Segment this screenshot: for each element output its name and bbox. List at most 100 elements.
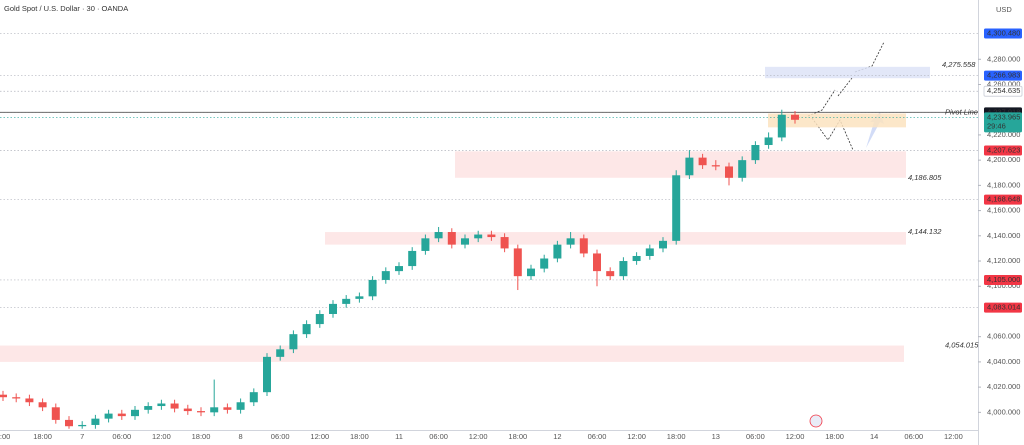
price-tag <box>984 112 1022 133</box>
x-tick-label: 14 <box>870 432 878 441</box>
chart-title: Gold Spot / U.S. Dollar · 30 · OANDA <box>4 4 128 13</box>
candle-body <box>131 409 139 417</box>
candle-body <box>751 145 760 161</box>
candle-body <box>315 313 324 325</box>
x-tick-label: 12:00 <box>310 432 329 441</box>
zone-label: 4,144.132 <box>908 227 942 236</box>
candle-body <box>777 114 786 138</box>
candle-body <box>65 419 73 427</box>
candle-body <box>447 232 456 245</box>
candle-body <box>764 137 773 146</box>
candle-body <box>421 238 430 251</box>
zone-label: 4,275.558 <box>942 60 976 69</box>
y-tick-label: 4,040.000 <box>987 357 1020 366</box>
candle-body <box>698 157 707 166</box>
candle-body <box>632 255 641 262</box>
candle-body <box>223 407 232 410</box>
candle-body <box>38 402 47 408</box>
x-tick-label: 12:00 <box>786 432 805 441</box>
zone <box>768 113 906 128</box>
price-tag <box>984 70 1022 81</box>
candle-body <box>527 268 535 277</box>
candle-body <box>144 406 153 410</box>
price-tag <box>984 302 1022 313</box>
candle-body <box>0 394 7 398</box>
price-tag-label: 4,083.014 <box>987 303 1020 312</box>
x-tick-label: 18:00 <box>825 432 844 441</box>
zone-label: 4,054.015 <box>945 340 979 349</box>
candle-body <box>593 253 601 272</box>
y-tick-label: 4,100.000 <box>987 281 1020 290</box>
candle-body <box>91 418 100 425</box>
y-tick-label: 4,140.000 <box>987 231 1020 240</box>
x-tick-label: 7 <box>80 432 84 441</box>
candle-body <box>500 237 509 249</box>
x-tick-label: 11 <box>395 432 403 441</box>
currency: USD <box>996 5 1012 14</box>
price-tag-label: 4,207.623 <box>987 146 1020 155</box>
candle-body <box>381 271 390 280</box>
price-tag <box>984 28 1022 39</box>
candle-body <box>738 160 747 178</box>
price-tag-label: 4,300.480 <box>987 28 1020 37</box>
candle-body <box>711 165 720 167</box>
candle-body <box>408 250 417 267</box>
x-tick-label: 06:00 <box>112 432 131 441</box>
candle-body <box>395 266 403 272</box>
pivot-label: Pivot Line <box>945 107 978 116</box>
zone-label: 4,186.805 <box>908 173 942 182</box>
x-tick-label: 12:00 <box>944 432 963 441</box>
x-tick-label: 13 <box>712 432 720 441</box>
price-tag-label: 4,254.635 <box>987 86 1020 95</box>
price-tag <box>984 194 1022 205</box>
candle-body <box>236 402 245 410</box>
candle-body <box>672 175 681 241</box>
price-tag <box>983 85 1023 97</box>
candle-body <box>157 403 166 407</box>
price-tag <box>984 145 1022 156</box>
candle-body <box>25 398 34 403</box>
candle-body <box>170 403 179 409</box>
y-tick-label: 4,000.000 <box>987 407 1020 416</box>
y-tick-label: 4,020.000 <box>987 382 1020 391</box>
arrow-path <box>837 77 853 97</box>
candle-body <box>368 279 377 297</box>
y-tick-label: 4,160.000 <box>987 206 1020 215</box>
x-tick-label: 8 <box>239 432 243 441</box>
candle-body <box>645 248 654 256</box>
candle-body <box>474 234 483 239</box>
y-tick-label: 4,260.000 <box>987 79 1020 88</box>
candle-body <box>249 392 258 403</box>
x-tick-label: 06:00 <box>588 432 607 441</box>
candle-body <box>579 238 588 254</box>
price-tag-label: 4,168.648 <box>987 195 1020 204</box>
candle-body <box>355 296 364 299</box>
x-tick-label: 18:00 <box>508 432 527 441</box>
candle-body <box>791 114 799 120</box>
price-tag-label: 4,237.918 <box>987 107 1020 116</box>
zone <box>325 232 906 245</box>
candle-body <box>685 157 694 176</box>
price-tag-label: 4,233.965 <box>987 112 1020 121</box>
zone <box>455 151 906 178</box>
candle-body <box>117 413 126 417</box>
candle-body <box>263 356 271 393</box>
candle-body <box>104 413 113 419</box>
candle-body <box>197 411 205 413</box>
candle-body <box>434 232 443 239</box>
zone <box>765 66 930 79</box>
x-tick-label: 06:00 <box>746 432 765 441</box>
y-tick-label: 4,200.000 <box>987 155 1020 164</box>
event-icon <box>809 414 823 428</box>
candle-body <box>487 234 496 238</box>
candle-body <box>12 397 21 399</box>
arrow-path <box>854 41 885 73</box>
candle-body <box>210 407 219 413</box>
y-tick-label: 4,060.000 <box>987 332 1020 341</box>
y-tick-label: 4,120.000 <box>987 256 1020 265</box>
candle-body <box>78 424 87 427</box>
x-tick-label: 06:00 <box>429 432 448 441</box>
